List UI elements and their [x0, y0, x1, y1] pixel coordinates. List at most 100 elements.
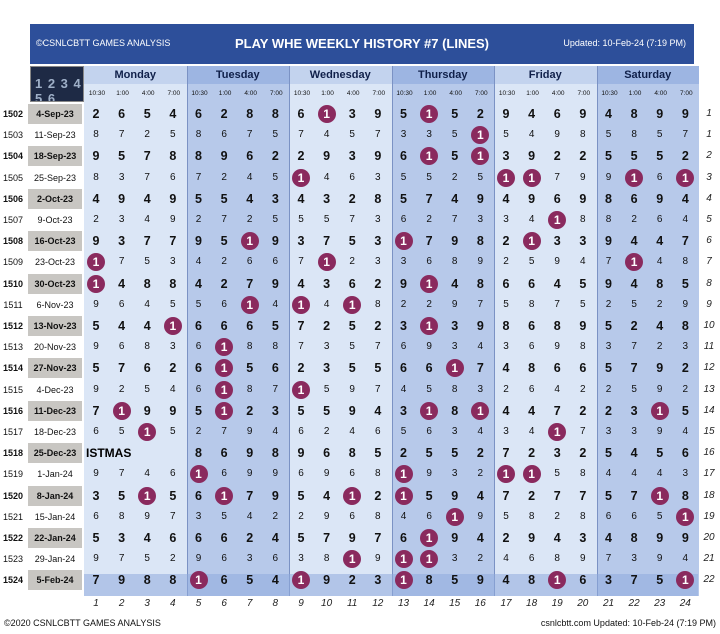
cell-value: 9	[528, 149, 536, 164]
cell-value: 1	[656, 488, 664, 503]
hit-cell: 1	[417, 549, 441, 569]
cell-value: 5	[425, 446, 433, 461]
cell-value: 6	[272, 553, 279, 565]
cell-value: 9	[476, 573, 484, 588]
cell-value: 6	[220, 531, 228, 545]
table-cell: 9	[263, 486, 287, 506]
row-date: 29-Jan-24	[34, 554, 76, 565]
cell-value: 6	[528, 383, 535, 395]
cell-value: 1	[400, 234, 407, 249]
cell-value: 5	[426, 383, 432, 395]
cell-value: 3	[271, 403, 279, 418]
cell-value: 6	[195, 531, 202, 545]
cell-value: 7	[272, 383, 279, 395]
cell-value: 8	[451, 383, 458, 395]
cell-value: 9	[451, 488, 459, 503]
table-cell: 5	[392, 104, 416, 124]
table-cell: 8	[622, 125, 646, 145]
updated-label: Updated: 10-Feb-24 (7:19 PM)	[563, 38, 686, 48]
hit-cell: 1	[135, 486, 159, 506]
cell-value: 9	[92, 234, 100, 249]
table-cell: 5	[340, 337, 364, 357]
cell-value: 6	[195, 361, 202, 376]
time-label: 10:30	[293, 90, 311, 97]
cell-value: 1	[297, 297, 305, 312]
cell-value: 9	[580, 171, 586, 183]
table-cell: 4	[648, 464, 672, 484]
logo-text: 1 2 3 4 5 6	[35, 76, 82, 102]
table-cell: 4	[673, 189, 697, 209]
row-date: 11-Sep-23	[34, 130, 76, 141]
table-cell: 3	[494, 422, 518, 442]
table-cell: 6	[392, 528, 416, 548]
table-cell: 4	[392, 507, 416, 527]
table-cell: 5	[443, 146, 467, 166]
table-cell: 5	[263, 210, 287, 230]
cell-value: 6	[528, 276, 536, 291]
table-cell: 6	[263, 252, 287, 272]
cell-value: 2	[528, 446, 536, 461]
cell-value: 6	[93, 426, 99, 437]
table-cell: 6	[392, 337, 416, 357]
cell-value: 4	[400, 510, 407, 522]
table-cell: 7	[161, 507, 185, 527]
hit-cell: 1	[494, 168, 518, 188]
cell-value: 3	[323, 276, 331, 291]
column-number: 11	[346, 598, 358, 609]
table-cell: 8	[673, 486, 697, 506]
cell-value: 3	[323, 361, 331, 376]
cell-value: 2	[477, 553, 484, 565]
cell-value: 5	[631, 383, 637, 395]
cell-value: 8	[630, 531, 638, 545]
table-cell: 7	[366, 380, 390, 400]
day-divider	[186, 66, 188, 596]
cell-value: 3	[118, 531, 126, 545]
cell-value: 6	[349, 468, 355, 480]
cell-value: 5	[272, 171, 279, 183]
table-cell: 5	[187, 295, 211, 315]
hit-cell: 1	[520, 231, 544, 251]
cell-value: 1	[169, 319, 177, 333]
table-cell: 9	[648, 549, 672, 569]
row-id: 1518	[2, 448, 24, 459]
cell-value: 5	[298, 214, 304, 225]
table-cell: 7	[366, 528, 390, 548]
table-cell: 3	[315, 358, 339, 378]
table-cell: 3	[315, 337, 339, 357]
cell-value: 4	[323, 171, 330, 183]
cell-value: 7	[630, 361, 638, 376]
table-cell: 2	[417, 210, 441, 230]
table-cell: 5	[340, 358, 364, 378]
hit-cell: 1	[443, 507, 467, 527]
table-cell: 4	[494, 570, 518, 590]
cell-value: 2	[195, 214, 202, 225]
cell-value: 4	[605, 531, 612, 545]
time-label: 7:00	[372, 90, 386, 97]
table-cell: 5	[443, 443, 467, 463]
cell-value: 7	[502, 446, 510, 461]
cell-value: 8	[169, 276, 177, 291]
day-band-friday	[494, 66, 597, 596]
row-date: 4-Dec-23	[36, 384, 74, 395]
row-id: 1507	[2, 215, 24, 225]
page-header: ©CSNLCBTT GAMES ANALYSIS PLAY WHE WEEKLY…	[30, 24, 694, 64]
cell-value: 9	[682, 298, 689, 310]
cell-value: 6	[195, 488, 202, 503]
table-cell: 3	[622, 422, 646, 442]
cell-value: 2	[681, 149, 689, 164]
cell-value: 1	[297, 573, 305, 588]
table-cell: 2	[520, 486, 544, 506]
table-cell: 8	[520, 295, 544, 315]
cell-value: 5	[246, 361, 254, 376]
hit-cell: 1	[289, 295, 313, 315]
table-cell: 3	[443, 337, 467, 357]
table-cell: 9	[494, 104, 518, 124]
cell-value: 6	[400, 149, 407, 164]
table-cell: 2	[238, 210, 262, 230]
row-id: 1509	[2, 257, 24, 268]
cell-value: 2	[476, 107, 484, 121]
cell-value: 5	[426, 171, 432, 183]
cell-value: 6	[631, 510, 637, 522]
cell-value: 1	[630, 170, 638, 185]
table-cell: 6	[417, 358, 441, 378]
